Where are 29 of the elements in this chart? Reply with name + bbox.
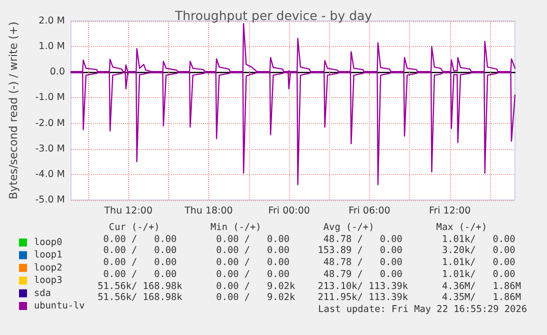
- text: Last update: Fri May 22 16:55:29 2026: [318, 304, 527, 316]
- legend-label: ubuntu-lv: [34, 300, 86, 312]
- text: Cur (-/+) Min (-/+) Avg (-/+) Max (-/+): [108, 222, 488, 234]
- y-axis-title: Bytes/second read (-) / write (+): [7, 22, 20, 200]
- y-tick-label: -4.0 M: [35, 168, 65, 180]
- text: 51.56k/ 168.98k 0.00 / 9.02k 213.10k/ 113.39k 4.36M/ 1.86M: [96, 280, 521, 292]
- x-tick-label: Fri 00:00: [268, 206, 310, 216]
- y-tick-label: 0.0: [50, 66, 65, 78]
- y-tick-label: -1.0 M: [35, 92, 65, 104]
- x-tick-label: Fri 12:00: [428, 206, 471, 216]
- text: 0.00 / 0.00 0.00 / 0.00 48.78 / 0.00 1.01k/ 0.00: [102, 257, 516, 269]
- text: 0.00 / 0.00 0.00 / 0.00 153.89 / 0.00 3.20k/ 0.00: [102, 245, 516, 258]
- x-tick-label: Thu 18:00: [184, 206, 233, 216]
- x-tick-label: Fri 06:00: [348, 206, 390, 216]
- y-tick-label: 2.0 M: [38, 16, 65, 26]
- y-tick-label: -3.0 M: [35, 143, 65, 154]
- y-tick-label: 1.0 M: [38, 41, 65, 52]
- y-tick-label: -5.0 M: [35, 194, 65, 206]
- legend-label: loop1: [34, 250, 63, 261]
- legend-label: sda: [34, 288, 51, 299]
- legend-label: loop3: [34, 275, 62, 286]
- text: 0.00 / 0.00 0.00 / 0.00 48.79 / 0.00 1.01k/ 0.00: [102, 268, 516, 280]
- text: 51.56k/ 168.98k 0.00 / 9.02k 211.95k/ 113.39k 4.35M/ 1.86M: [96, 292, 521, 304]
- x-tick-label: Thu 12:00: [103, 206, 152, 216]
- text: 0.00 / 0.00 0.00 / 0.00 48.78 / 0.00 1.01k/ 0.00: [102, 234, 516, 246]
- legend-label: loop2: [34, 262, 62, 274]
- legend-label: loop0: [34, 237, 63, 248]
- y-tick-label: -2.0 M: [35, 118, 65, 129]
- chart-title: Throughput per device - by day: [174, 8, 373, 23]
